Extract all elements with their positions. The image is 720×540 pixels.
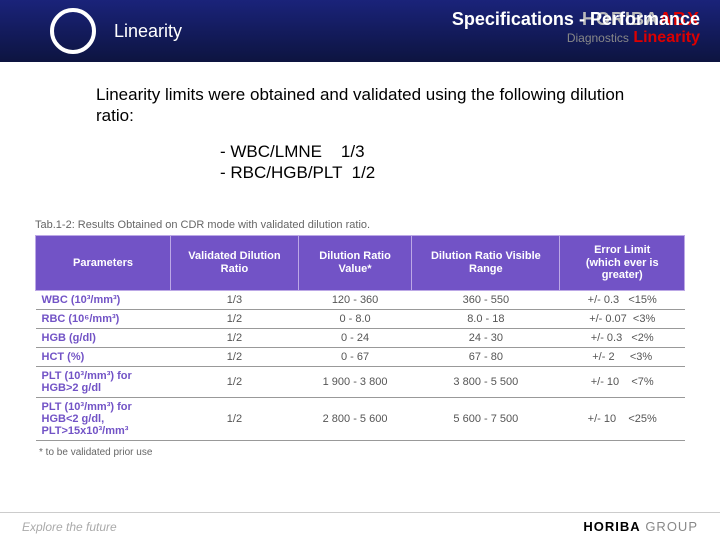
header-right-block: Specifications - Performance HORIBAABX D…	[452, 10, 700, 46]
value-cell: 360 - 550	[412, 290, 560, 309]
table-footnote: * to be validated prior use	[35, 447, 685, 458]
value-cell: 67 - 80	[412, 347, 560, 366]
value-cell: 0 - 67	[298, 347, 411, 366]
value-cell: +/- 0.3 <2%	[560, 328, 685, 347]
intro-text: Linearity limits were obtained and valid…	[96, 84, 660, 127]
dilution-list: - WBC/LMNE 1/3 - RBC/HGB/PLT 1/2	[220, 141, 720, 184]
table-row: HGB (g/dl)1/20 - 2424 - 30+/- 0.3 <2%	[36, 328, 685, 347]
value-cell: 1/2	[171, 397, 299, 440]
table-row: PLT (10³/mm³) for HGB>2 g/dl1/21 900 - 3…	[36, 366, 685, 397]
footer-tagline: Explore the future	[22, 520, 117, 534]
value-cell: +/- 10 <7%	[560, 366, 685, 397]
table-row: HCT (%)1/20 - 6767 - 80+/- 2 <3%	[36, 347, 685, 366]
param-cell: RBC (10⁶/mm³)	[36, 309, 171, 328]
ring-logo-icon	[50, 8, 96, 54]
param-cell: HGB (g/dl)	[36, 328, 171, 347]
table-header-cell: Validated Dilution Ratio	[171, 236, 299, 291]
brand-diagnostics: Diagnostics	[567, 31, 629, 45]
value-cell: 1/2	[171, 347, 299, 366]
value-cell: 1/2	[171, 366, 299, 397]
value-cell: 5 600 - 7 500	[412, 397, 560, 440]
dilution-line-1: - WBC/LMNE 1/3	[220, 141, 720, 162]
param-cell: WBC (10³/mm³)	[36, 290, 171, 309]
value-cell: +/- 2 <3%	[560, 347, 685, 366]
sub-linearity: Linearity	[633, 29, 700, 46]
value-cell: 24 - 30	[412, 328, 560, 347]
table-row: RBC (10⁶/mm³)1/20 - 8.08.0 - 18+/- 0.07 …	[36, 309, 685, 328]
table-header-cell: Error Limit (which ever is greater)	[560, 236, 685, 291]
table-header-cell: Parameters	[36, 236, 171, 291]
value-cell: 0 - 24	[298, 328, 411, 347]
footer-bar: Explore the future HORIBA GROUP	[0, 512, 720, 540]
page-title: Linearity	[114, 21, 182, 42]
value-cell: 1/2	[171, 309, 299, 328]
table-caption: Tab.1-2: Results Obtained on CDR mode wi…	[35, 219, 685, 231]
value-cell: 8.0 - 18	[412, 309, 560, 328]
param-cell: PLT (10³/mm³) for HGB>2 g/dl	[36, 366, 171, 397]
value-cell: 120 - 360	[298, 290, 411, 309]
header-bar: Linearity Specifications - Performance H…	[0, 0, 720, 62]
footer-brand: HORIBA GROUP	[583, 519, 698, 534]
table-header-cell: Dilution Ratio Value*	[298, 236, 411, 291]
results-table: ParametersValidated Dilution RatioDiluti…	[35, 235, 685, 441]
table-header-cell: Dilution Ratio Visible Range	[412, 236, 560, 291]
results-table-wrap: Tab.1-2: Results Obtained on CDR mode wi…	[35, 219, 685, 458]
dilution-line-2: - RBC/HGB/PLT 1/2	[220, 162, 720, 183]
spec-text: Specifications - Performance	[452, 9, 700, 29]
table-row: WBC (10³/mm³)1/3120 - 360360 - 550+/- 0.…	[36, 290, 685, 309]
table-body: WBC (10³/mm³)1/3120 - 360360 - 550+/- 0.…	[36, 290, 685, 440]
table-row: PLT (10³/mm³) for HGB<2 g/dl, PLT>15x10³…	[36, 397, 685, 440]
value-cell: 3 800 - 5 500	[412, 366, 560, 397]
value-cell: 2 800 - 5 600	[298, 397, 411, 440]
footer-brand-bold: HORIBA	[583, 519, 640, 534]
param-cell: PLT (10³/mm³) for HGB<2 g/dl, PLT>15x10³…	[36, 397, 171, 440]
value-cell: 1 900 - 3 800	[298, 366, 411, 397]
table-header-row: ParametersValidated Dilution RatioDiluti…	[36, 236, 685, 291]
value-cell: +/- 10 <25%	[560, 397, 685, 440]
param-cell: HCT (%)	[36, 347, 171, 366]
value-cell: 0 - 8.0	[298, 309, 411, 328]
value-cell: 1/2	[171, 328, 299, 347]
value-cell: +/- 0.3 <15%	[560, 290, 685, 309]
footer-brand-light: GROUP	[641, 519, 698, 534]
value-cell: +/- 0.07 <3%	[560, 309, 685, 328]
value-cell: 1/3	[171, 290, 299, 309]
